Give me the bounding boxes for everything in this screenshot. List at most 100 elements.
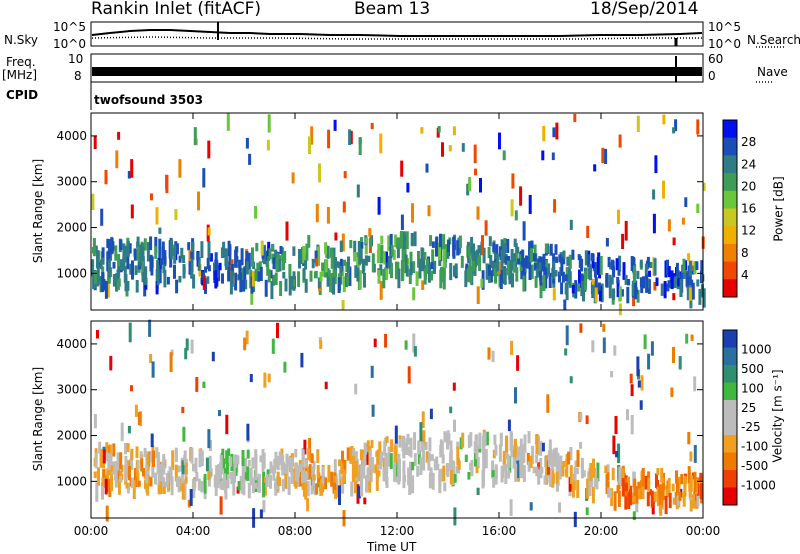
echo-mark	[475, 466, 479, 474]
echo-mark	[687, 253, 691, 262]
echo-mark	[422, 430, 426, 447]
echo-mark	[645, 274, 649, 293]
echo-mark	[514, 463, 518, 482]
echo-mark	[522, 444, 526, 463]
echo-mark	[100, 208, 104, 226]
echo-mark	[337, 261, 341, 269]
echo-mark	[246, 423, 250, 441]
echo-mark	[292, 279, 295, 287]
echo-mark	[702, 182, 706, 192]
echo-mark	[321, 466, 325, 484]
echo-mark	[150, 433, 154, 448]
echo-mark	[601, 147, 605, 164]
echo-mark	[295, 463, 299, 471]
echo-mark	[506, 238, 510, 253]
echo-mark	[339, 258, 343, 272]
echo-mark	[266, 139, 270, 151]
echo-mark	[106, 238, 110, 249]
echo-mark	[377, 269, 381, 284]
echo-mark	[302, 246, 306, 264]
echo-mark	[627, 476, 630, 492]
echo-mark	[225, 455, 229, 475]
echo-mark	[105, 505, 109, 522]
echo-mark	[128, 243, 132, 254]
echo-mark	[449, 263, 453, 281]
echo-mark	[474, 168, 477, 176]
colorbar-tick-label: -1000	[741, 479, 776, 493]
echo-mark	[529, 249, 533, 263]
echo-mark	[489, 270, 493, 283]
echo-mark	[169, 239, 173, 259]
echo-mark	[387, 235, 391, 251]
echo-mark	[546, 394, 550, 413]
echo-mark	[341, 450, 344, 462]
echo-mark	[159, 258, 163, 265]
colorbar-swatch	[723, 330, 737, 348]
echo-mark	[269, 474, 272, 489]
echo-mark	[488, 265, 491, 276]
echo-mark	[250, 286, 254, 305]
echo-mark	[564, 348, 568, 356]
echo-mark	[334, 480, 338, 499]
echo-mark	[576, 479, 580, 498]
echo-mark	[156, 259, 160, 273]
noise-left-tick-top: 10^5	[53, 20, 86, 34]
power-panel: 1000 2000 3000 4000	[56, 112, 706, 316]
echo-mark	[682, 494, 686, 507]
echo-mark	[420, 127, 424, 134]
echo-mark	[514, 438, 517, 458]
echo-mark	[302, 268, 306, 280]
echo-mark	[377, 196, 381, 215]
echo-mark	[552, 260, 556, 279]
echo-mark	[574, 280, 578, 299]
echo-mark	[633, 265, 637, 283]
echo-mark	[298, 459, 302, 467]
echo-mark	[126, 281, 130, 291]
echo-mark	[394, 261, 398, 280]
echo-mark	[454, 263, 458, 276]
echo-mark	[371, 404, 375, 417]
echo-mark	[200, 480, 204, 493]
echo-mark	[543, 475, 547, 485]
freq-unit-label: [MHz]	[2, 68, 38, 82]
echo-mark	[281, 247, 285, 261]
colorbar-swatch	[723, 470, 737, 488]
echo-mark	[319, 271, 323, 282]
echo-mark	[418, 258, 422, 279]
echo-mark	[232, 478, 236, 496]
echo-mark	[385, 471, 388, 485]
echo-mark	[357, 241, 361, 255]
echo-mark	[572, 473, 576, 491]
colorbar-swatch	[723, 279, 737, 298]
echo-mark	[626, 409, 629, 421]
echo-mark	[174, 209, 178, 221]
echo-mark	[192, 274, 196, 289]
echo-mark	[390, 244, 394, 257]
echo-mark	[636, 356, 640, 377]
echo-mark	[452, 236, 456, 257]
echo-mark	[460, 255, 464, 268]
echo-mark	[406, 182, 410, 193]
echo-mark	[449, 452, 453, 471]
echo-mark	[621, 233, 625, 249]
echo-mark	[206, 257, 210, 270]
echo-mark	[181, 406, 185, 414]
echo-mark	[257, 477, 261, 488]
echo-mark	[666, 259, 669, 275]
colorbar-tick-label: -25	[741, 420, 761, 434]
echo-mark	[316, 449, 320, 463]
echo-mark	[528, 265, 532, 280]
echo-mark	[144, 266, 148, 286]
echo-mark	[202, 168, 206, 188]
echo-mark	[672, 497, 676, 505]
echo-mark	[276, 471, 280, 487]
echo-mark	[351, 462, 355, 482]
date-title: 18/Sep/2014	[590, 0, 699, 19]
echo-mark	[298, 249, 301, 269]
echo-mark	[482, 247, 486, 264]
echo-mark	[363, 272, 366, 288]
echo-mark	[159, 481, 163, 494]
echo-mark	[618, 466, 622, 485]
echo-mark	[631, 280, 635, 296]
